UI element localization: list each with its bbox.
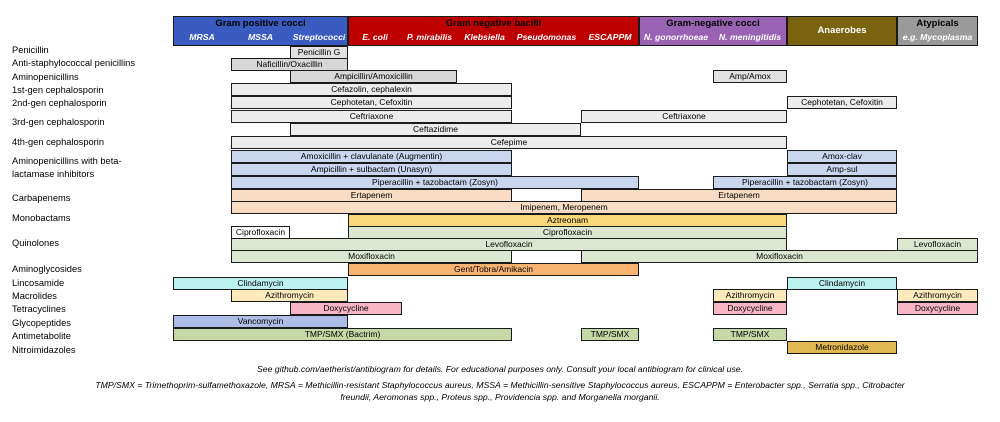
organism-label: N. meningitidis bbox=[718, 32, 782, 42]
coverage-bar: Gent/Tobra/Amikacin bbox=[348, 263, 639, 276]
coverage-bar: Azithromycin bbox=[713, 289, 787, 302]
organism-label: E. coli bbox=[362, 32, 388, 42]
organism-label: Klebsiella bbox=[464, 32, 505, 42]
coverage-bar: Cefepime bbox=[231, 136, 787, 149]
coverage-bar: Azithromycin bbox=[897, 289, 978, 302]
organism-label: ESCAPPM bbox=[588, 32, 632, 42]
antibiotic-class-label: 3rd-gen cephalosporin bbox=[12, 117, 105, 127]
organism-group-title: Atypicals bbox=[916, 18, 959, 29]
antibiotic-class-label: Lincosamide bbox=[12, 278, 65, 288]
organism-label: MSSA bbox=[247, 32, 274, 42]
coverage-bar: Ceftazidime bbox=[290, 123, 581, 136]
coverage-bar: Ceftriaxone bbox=[231, 110, 512, 123]
coverage-bar: Cephotetan, Cefoxitin bbox=[787, 96, 897, 109]
antibiotic-class-label: Anti-staphylococcal penicillins bbox=[12, 58, 135, 68]
organism-group-title: Gram-negative cocci bbox=[666, 18, 760, 29]
coverage-bar: Cephotetan, Cefoxitin bbox=[231, 96, 512, 109]
coverage-bar: Azithromycin bbox=[231, 289, 348, 302]
antibiotic-class-label: Antimetabolite bbox=[12, 331, 71, 341]
organism-label: Streptococci bbox=[292, 32, 346, 42]
antibiotic-class-label: lactamase inhibitors bbox=[12, 169, 95, 179]
coverage-bar: Amp/Amox bbox=[713, 70, 787, 83]
antibiotic-class-label: 1st-gen cephalosporin bbox=[12, 85, 104, 95]
coverage-bar: Moxifloxacin bbox=[581, 250, 978, 263]
antibiotic-class-label: Nitroimidazoles bbox=[12, 345, 76, 355]
coverage-bar: TMP/SMX bbox=[713, 328, 787, 341]
antibiotic-class-label: 2nd-gen cephalosporin bbox=[12, 98, 107, 108]
coverage-bar: TMP/SMX (Bactrim) bbox=[173, 328, 512, 341]
organism-group-header: Atypicals bbox=[897, 16, 978, 46]
organism-label: MRSA bbox=[189, 32, 215, 42]
coverage-bar: Piperacillin + tazobactam (Zosyn) bbox=[231, 176, 639, 189]
organism-group-header: Gram-negative cocci bbox=[639, 16, 787, 46]
footer-abbreviations-line-2: freundii, Aeromonas spp., Proteus spp., … bbox=[340, 392, 660, 402]
organism-label: Pseudomonas bbox=[516, 32, 577, 42]
coverage-bar: Imipenem, Meropenem bbox=[231, 201, 897, 214]
coverage-bar: Piperacillin + tazobactam (Zosyn) bbox=[713, 176, 897, 189]
coverage-bar: Ampicillin/Amoxicillin bbox=[290, 70, 457, 83]
organism-group-title: Gram negative bacilli bbox=[445, 18, 542, 29]
coverage-bar: Ceftriaxone bbox=[581, 110, 787, 123]
coverage-bar: Doxycycline bbox=[897, 302, 978, 315]
organism-label: N. gonorrhoeae bbox=[643, 32, 709, 42]
coverage-bar: Ampicillin + sulbactam (Unasyn) bbox=[231, 163, 512, 176]
organism-group-header: Gram positive cocci bbox=[173, 16, 348, 46]
coverage-bar: Doxycycline bbox=[290, 302, 402, 315]
coverage-bar: TMP/SMX bbox=[581, 328, 639, 341]
antibiotic-class-label: Macrolides bbox=[12, 291, 57, 301]
coverage-bar: Vancomycin bbox=[173, 315, 348, 328]
organism-group-header: Anaerobes bbox=[787, 16, 897, 46]
organism-label: e.g. Mycoplasma bbox=[902, 32, 973, 42]
antibiotic-class-label: Quinolones bbox=[12, 238, 60, 248]
coverage-bar: Amoxicillin + clavulanate (Augmentin) bbox=[231, 150, 512, 163]
organism-group-title: Gram positive cocci bbox=[215, 18, 306, 29]
antibiotic-class-label: Aminoglycosides bbox=[12, 264, 82, 274]
coverage-bar: Doxycycline bbox=[713, 302, 787, 315]
coverage-bar: Amox-clav bbox=[787, 150, 897, 163]
coverage-bar: Cefazolin, cephalexin bbox=[231, 83, 512, 96]
antibiotic-class-label: Glycopeptides bbox=[12, 318, 71, 328]
antibiotic-class-label: Aminopenicillins with beta- bbox=[12, 156, 122, 166]
antibiotic-class-label: Penicillin bbox=[12, 45, 49, 55]
coverage-bar: Clindamycin bbox=[787, 277, 897, 290]
antibiotic-class-label: Aminopenicillins bbox=[12, 72, 79, 82]
antibiotic-class-label: Carbapenems bbox=[12, 193, 71, 203]
coverage-bar: Metronidazole bbox=[787, 341, 897, 354]
organism-label: P. mirabilis bbox=[406, 32, 453, 42]
coverage-bar: Naficillin/Oxacillin bbox=[231, 58, 348, 71]
antibiotic-class-label: Monobactams bbox=[12, 213, 71, 223]
coverage-bar: Amp-sul bbox=[787, 163, 897, 176]
organism-group-header: Gram negative bacilli bbox=[348, 16, 639, 46]
footer-abbreviations-line-1: TMP/SMX = Trimethoprim-sulfamethoxazole,… bbox=[95, 380, 905, 390]
coverage-bar: Moxifloxacin bbox=[231, 250, 512, 263]
antibiotic-class-label: Tetracyclines bbox=[12, 304, 66, 314]
antibiotic-class-label: 4th-gen cephalosporin bbox=[12, 137, 105, 147]
footer-disclaimer: See github.com/aetherist/antibiogram for… bbox=[256, 364, 744, 374]
organism-group-title: Anaerobes bbox=[817, 25, 867, 36]
